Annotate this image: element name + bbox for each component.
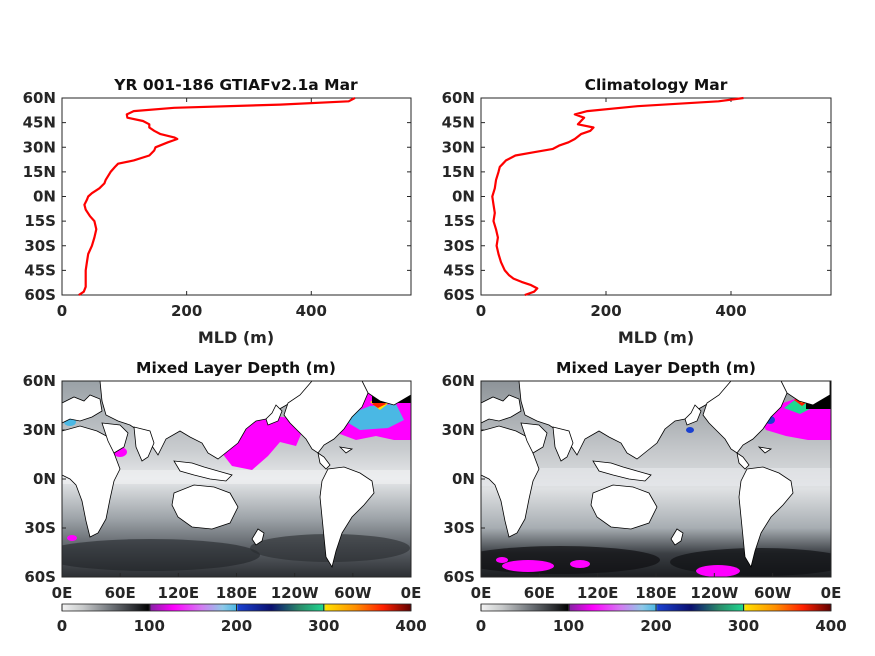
colorbar-tick-label: 400 bbox=[815, 617, 846, 635]
colorbar-tick-label: 100 bbox=[553, 617, 584, 635]
y-tick-label: 60N bbox=[442, 372, 475, 390]
y-tick-label: 60S bbox=[24, 286, 56, 304]
y-tick-label: 30N bbox=[442, 138, 475, 156]
x-tick-label: 0E bbox=[821, 584, 842, 602]
y-tick-label: 15S bbox=[443, 212, 475, 230]
y-tick-label: 30N bbox=[442, 421, 475, 439]
y-tick-label: 15N bbox=[23, 163, 56, 181]
colorbar-tick-label: 0 bbox=[57, 617, 67, 635]
colorbar-tick-label: 0 bbox=[476, 617, 486, 635]
panel-c-colorbar-ticks: 0 100 200 300 400 bbox=[57, 604, 427, 635]
panel-d-x-ticks: 0E 60E 120E 180E 120W 60W 0E bbox=[471, 573, 842, 602]
panel-a-title: YR 001-186 GTIAFv2.1a Mar bbox=[113, 76, 358, 94]
profile-panel-model: YR 001-186 GTIAFv2.1a Mar 60N 45N 30N 15N 0N… bbox=[23, 76, 412, 347]
x-tick-label: 0 bbox=[476, 302, 486, 320]
panel-a-x-ticks: 0 200 400 bbox=[57, 98, 327, 320]
x-tick-label: 60E bbox=[524, 584, 555, 602]
panel-c-map-image bbox=[62, 381, 411, 577]
y-tick-label: 60S bbox=[443, 568, 475, 586]
y-tick-label: 45S bbox=[443, 261, 475, 279]
panel-a-axes bbox=[61, 97, 412, 296]
y-tick-label: 30S bbox=[443, 237, 475, 255]
x-tick-label: 0E bbox=[52, 584, 73, 602]
x-tick-label: 0 bbox=[57, 302, 67, 320]
panel-d-y-ticks: 60N 30N 0N 30S 60S bbox=[442, 372, 485, 586]
y-tick-label: 30S bbox=[443, 519, 475, 537]
panel-a-xlabel: MLD (m) bbox=[198, 328, 274, 347]
x-tick-label: 200 bbox=[171, 302, 202, 320]
panel-b-title: Climatology Mar bbox=[585, 76, 728, 94]
mld-profile-line bbox=[78, 97, 356, 296]
panel-b-y-ticks: 60N 45N 30N 15N 0N 15S 30S 45S 60S bbox=[442, 89, 831, 304]
x-tick-label: 0E bbox=[401, 584, 422, 602]
panel-c-x-ticks: 0E 60E 120E 180E 120W 60W 0E bbox=[52, 573, 422, 602]
y-tick-label: 60N bbox=[23, 89, 56, 107]
x-tick-label: 180E bbox=[216, 584, 258, 602]
y-tick-label: 30S bbox=[24, 519, 56, 537]
panel-d-colorbar-ticks: 0 100 200 300 400 bbox=[476, 604, 847, 635]
y-tick-label: 60N bbox=[23, 372, 56, 390]
panel-c-y-ticks: 60N 30N 0N 30S 60S bbox=[23, 372, 66, 586]
y-tick-label: 15N bbox=[442, 163, 475, 181]
panel-b-xlabel: MLD (m) bbox=[618, 328, 694, 347]
colorbar-tick-label: 200 bbox=[221, 617, 252, 635]
panel-d-title: Mixed Layer Depth (m) bbox=[556, 359, 756, 377]
y-tick-label: 60N bbox=[442, 89, 475, 107]
colorbar-tick-label: 300 bbox=[728, 617, 759, 635]
x-tick-label: 60W bbox=[334, 584, 372, 602]
y-tick-label: 30N bbox=[23, 138, 56, 156]
x-tick-label: 0E bbox=[471, 584, 492, 602]
panel-a-y-ticks: 60N 45N 30N 15N 0N 15S 30S 45S 60S bbox=[23, 89, 411, 304]
x-tick-label: 60W bbox=[754, 584, 792, 602]
x-tick-label: 180E bbox=[635, 584, 677, 602]
y-tick-label: 45S bbox=[24, 261, 56, 279]
y-tick-label: 0N bbox=[33, 470, 56, 488]
y-tick-label: 15S bbox=[24, 212, 56, 230]
colorbar-tick-label: 300 bbox=[308, 617, 339, 635]
y-tick-label: 0N bbox=[452, 188, 475, 206]
y-tick-label: 60S bbox=[443, 286, 475, 304]
y-tick-label: 0N bbox=[33, 188, 56, 206]
colorbar-tick-label: 400 bbox=[395, 617, 426, 635]
x-tick-label: 120E bbox=[158, 584, 200, 602]
profile-panel-climatology: Climatology Mar 60N45N30N15N0N15S30S45S6… bbox=[442, 76, 832, 347]
panel-d-map-image bbox=[481, 381, 831, 577]
panel-c-title: Mixed Layer Depth (m) bbox=[136, 359, 336, 377]
y-tick-label: 60S bbox=[24, 568, 56, 586]
y-tick-label: 30S bbox=[24, 237, 56, 255]
mld-profile-line bbox=[491, 96, 744, 297]
x-tick-label: 60E bbox=[105, 584, 136, 602]
y-tick-label: 45N bbox=[442, 114, 475, 132]
x-tick-label: 200 bbox=[590, 302, 621, 320]
y-tick-label: 45N bbox=[23, 114, 56, 132]
x-tick-label: 400 bbox=[715, 302, 746, 320]
x-tick-label: 120W bbox=[271, 584, 319, 602]
panel-b-x-ticks: 0 200 400 bbox=[476, 98, 747, 320]
y-tick-label: 30N bbox=[23, 421, 56, 439]
panel-b-series bbox=[491, 96, 744, 297]
colorbar-tick-label: 100 bbox=[134, 617, 165, 635]
x-tick-label: 120E bbox=[577, 584, 619, 602]
colorbar-tick-label: 200 bbox=[640, 617, 671, 635]
x-tick-label: 400 bbox=[296, 302, 327, 320]
panel-b-axes bbox=[480, 97, 832, 296]
y-tick-label: 0N bbox=[452, 470, 475, 488]
panel-a-series bbox=[78, 97, 356, 296]
x-tick-label: 120W bbox=[690, 584, 738, 602]
